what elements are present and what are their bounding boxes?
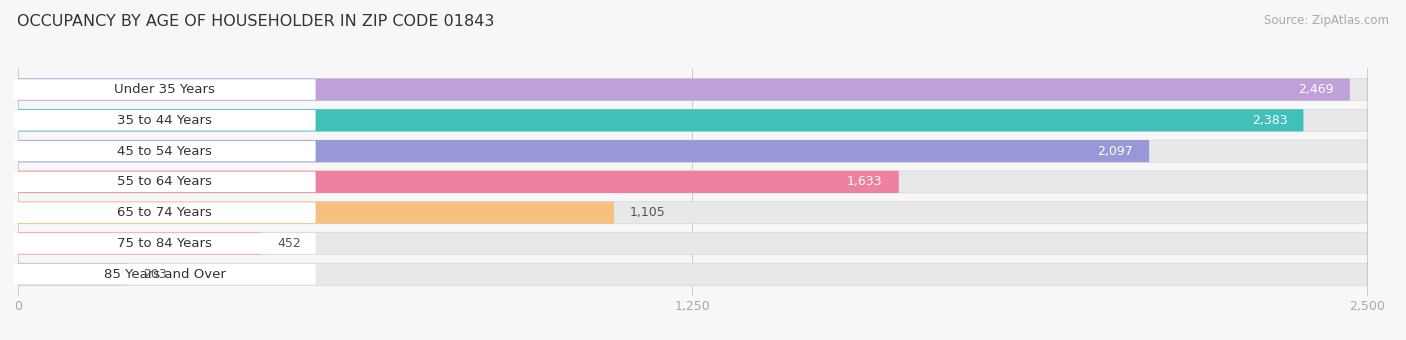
FancyBboxPatch shape [18, 171, 1367, 193]
FancyBboxPatch shape [18, 202, 1367, 224]
FancyBboxPatch shape [18, 79, 1367, 101]
FancyBboxPatch shape [18, 202, 614, 224]
FancyBboxPatch shape [18, 232, 262, 255]
FancyBboxPatch shape [18, 263, 128, 285]
FancyBboxPatch shape [14, 172, 315, 192]
FancyBboxPatch shape [14, 110, 315, 131]
FancyBboxPatch shape [18, 171, 898, 193]
Text: 45 to 54 Years: 45 to 54 Years [117, 144, 212, 158]
Text: 65 to 74 Years: 65 to 74 Years [117, 206, 212, 219]
FancyBboxPatch shape [18, 79, 1350, 101]
FancyBboxPatch shape [18, 140, 1367, 162]
FancyBboxPatch shape [14, 202, 315, 223]
FancyBboxPatch shape [14, 141, 315, 162]
Text: 75 to 84 Years: 75 to 84 Years [117, 237, 212, 250]
Text: 55 to 64 Years: 55 to 64 Years [117, 175, 212, 188]
Text: 2,097: 2,097 [1097, 144, 1133, 158]
FancyBboxPatch shape [18, 109, 1303, 132]
FancyBboxPatch shape [18, 109, 1367, 132]
FancyBboxPatch shape [14, 233, 315, 254]
Text: 35 to 44 Years: 35 to 44 Years [117, 114, 212, 127]
Text: 2,383: 2,383 [1251, 114, 1288, 127]
Text: Under 35 Years: Under 35 Years [114, 83, 215, 96]
Text: 2,469: 2,469 [1298, 83, 1334, 96]
Text: 1,105: 1,105 [630, 206, 666, 219]
FancyBboxPatch shape [18, 140, 1149, 162]
Text: Source: ZipAtlas.com: Source: ZipAtlas.com [1264, 14, 1389, 27]
Text: 203: 203 [143, 268, 167, 281]
FancyBboxPatch shape [18, 232, 1367, 255]
FancyBboxPatch shape [18, 263, 1367, 285]
FancyBboxPatch shape [14, 79, 315, 100]
Text: 1,633: 1,633 [848, 175, 883, 188]
Text: 452: 452 [278, 237, 302, 250]
Text: 85 Years and Over: 85 Years and Over [104, 268, 225, 281]
Text: OCCUPANCY BY AGE OF HOUSEHOLDER IN ZIP CODE 01843: OCCUPANCY BY AGE OF HOUSEHOLDER IN ZIP C… [17, 14, 495, 29]
FancyBboxPatch shape [14, 264, 315, 285]
